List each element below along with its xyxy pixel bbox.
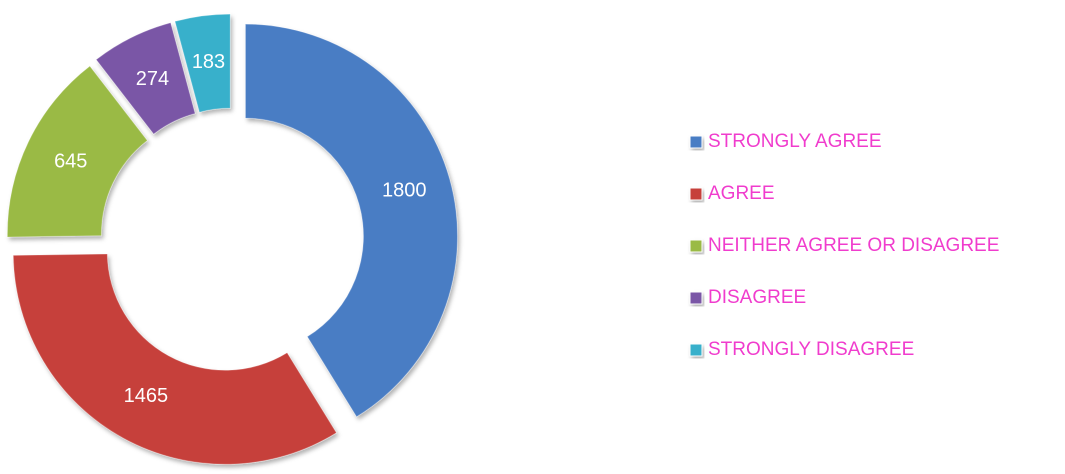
legend-swatch [689, 239, 703, 253]
slice [95, 22, 196, 135]
data-label: 645 [54, 151, 87, 173]
data-label: 183 [192, 51, 225, 73]
legend-swatch [689, 187, 703, 201]
slice [6, 65, 148, 238]
legend-label: STRONGLY AGREE [708, 131, 882, 152]
slice [174, 13, 231, 113]
legend-swatch [689, 343, 703, 357]
slice [12, 253, 338, 465]
legend-swatch [689, 135, 703, 149]
legend-label: STRONGLY DISAGREE [708, 339, 914, 360]
legend-swatch [689, 291, 703, 305]
data-label: 274 [136, 68, 169, 90]
legend-label: NEITHER AGREE OR DISAGREE [708, 235, 999, 256]
legend-label: AGREE [708, 183, 775, 204]
slice [244, 23, 458, 418]
legend-label: DISAGREE [708, 287, 806, 308]
data-label: 1800 [382, 180, 427, 202]
data-label: 1465 [124, 385, 169, 407]
